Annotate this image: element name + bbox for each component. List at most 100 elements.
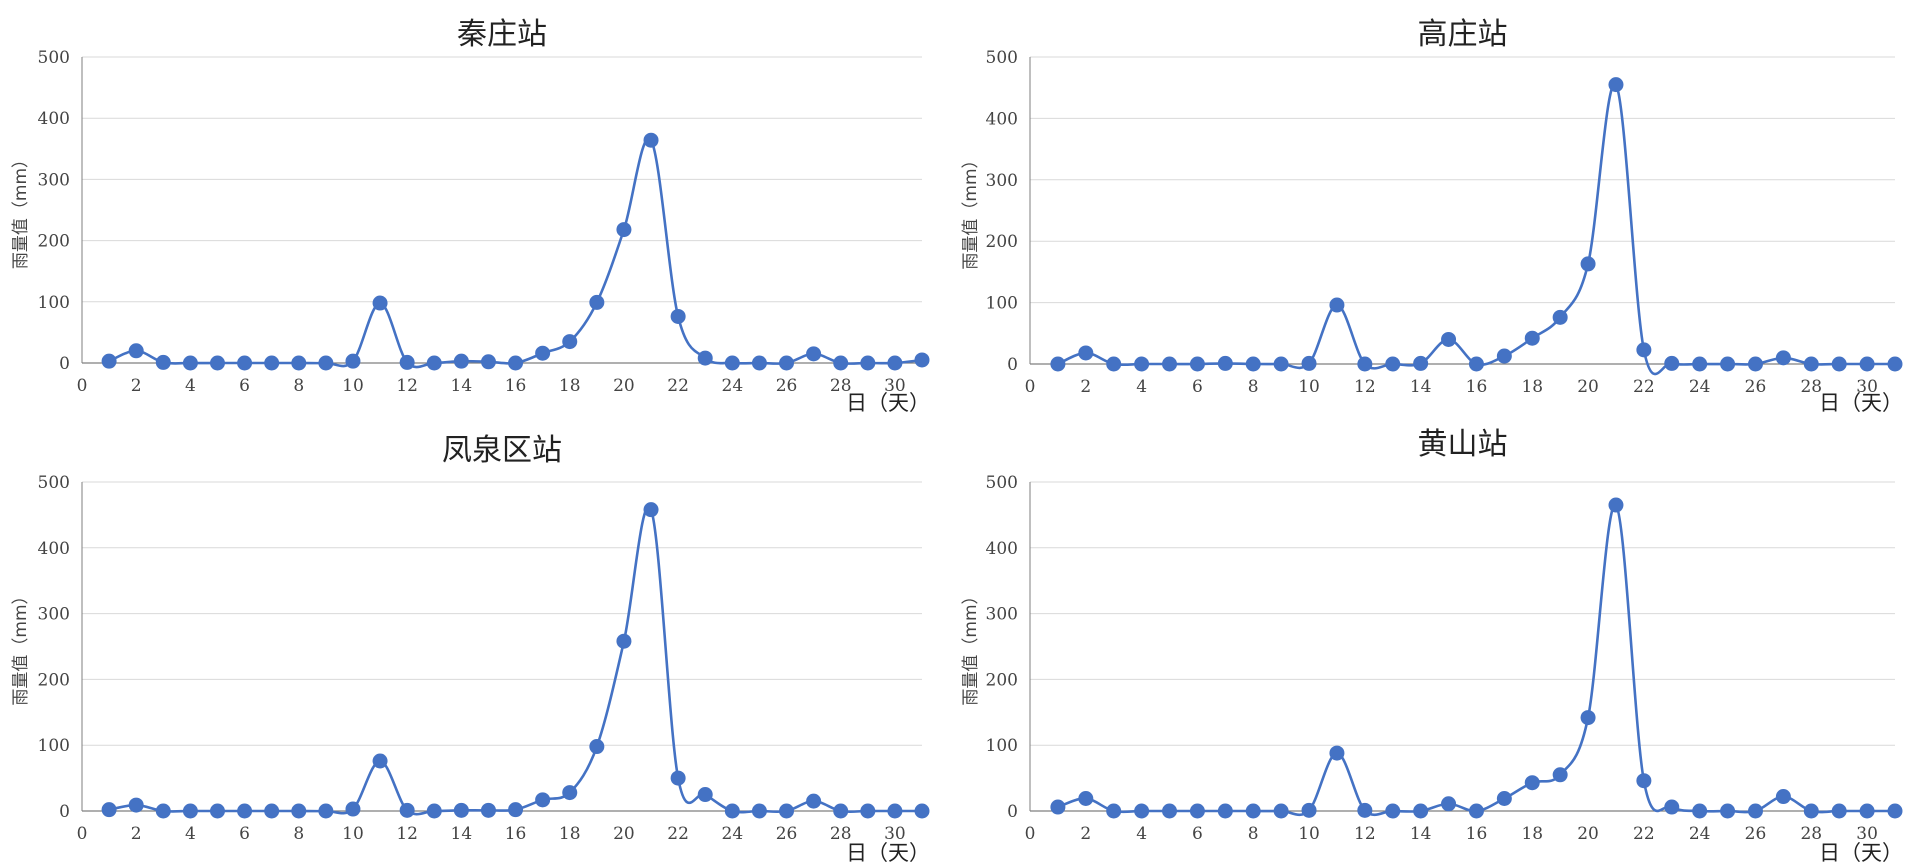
x-tick-label: 0 bbox=[1025, 824, 1036, 844]
y-tick-label: 300 bbox=[38, 605, 70, 625]
data-point-huangshan-day-28 bbox=[1803, 803, 1819, 819]
x-tick-label: 30 bbox=[1856, 377, 1878, 397]
data-point-qinzhuang-day-27 bbox=[806, 346, 822, 362]
y-tick-label: 400 bbox=[986, 109, 1018, 129]
x-axis-label-qinzhuang: 日（天） bbox=[846, 391, 930, 415]
data-point-fengquan-day-7 bbox=[264, 803, 280, 819]
x-tick-label: 30 bbox=[884, 824, 906, 844]
x-tick-label: 4 bbox=[185, 376, 196, 396]
data-point-huangshan-day-1 bbox=[1050, 799, 1066, 815]
x-tick-label: 4 bbox=[1136, 824, 1147, 844]
data-point-fengquan-day-20 bbox=[616, 633, 632, 649]
data-point-gaozhuang-day-4 bbox=[1134, 356, 1150, 372]
data-point-huangshan-day-30 bbox=[1859, 803, 1875, 819]
chart-title-fengquan: 凤泉区站 bbox=[442, 433, 562, 468]
data-point-huangshan-day-5 bbox=[1162, 803, 1178, 819]
data-point-gaozhuang-day-28 bbox=[1803, 356, 1819, 372]
data-point-fengquan-day-12 bbox=[399, 802, 415, 818]
chart-panel-fengquan: 凤泉区站 0 100 200 300 400 500 0 2 4 6 8 10 12 14 16 18 20 22 2… bbox=[0, 430, 930, 865]
series-line-gaozhuang bbox=[1057, 82, 1896, 376]
data-point-fengquan-day-30 bbox=[887, 803, 903, 819]
data-point-fengquan-day-24 bbox=[724, 803, 740, 819]
x-tick-label: 22 bbox=[1633, 377, 1655, 397]
data-point-gaozhuang-day-19 bbox=[1552, 309, 1568, 325]
x-tick-label: 18 bbox=[559, 824, 581, 844]
data-point-qinzhuang-day-5 bbox=[209, 355, 225, 371]
y-tick-label: 400 bbox=[38, 539, 70, 559]
x-tick-label: 10 bbox=[342, 824, 364, 844]
data-point-qinzhuang-day-16 bbox=[508, 355, 524, 371]
data-point-huangshan-day-21 bbox=[1608, 497, 1624, 513]
data-point-fengquan-day-26 bbox=[779, 803, 795, 819]
data-point-qinzhuang-day-4 bbox=[182, 355, 198, 371]
x-tick-label: 22 bbox=[1633, 824, 1655, 844]
x-tick-label: 4 bbox=[1136, 377, 1147, 397]
data-point-qinzhuang-day-19 bbox=[589, 294, 605, 310]
x-tick-label: 26 bbox=[1745, 377, 1767, 397]
x-tick-label: 16 bbox=[1466, 377, 1488, 397]
x-tick-label: 10 bbox=[1298, 824, 1320, 844]
data-point-qinzhuang-day-21 bbox=[643, 132, 659, 148]
chart-title-qinzhuang: 秦庄站 bbox=[457, 17, 547, 52]
data-point-qinzhuang-day-6 bbox=[237, 355, 253, 371]
data-point-gaozhuang-day-16 bbox=[1468, 356, 1484, 372]
series-line-fengquan bbox=[108, 505, 922, 816]
x-tick-label: 10 bbox=[342, 376, 364, 396]
series-line-huangshan bbox=[1057, 503, 1895, 817]
data-point-huangshan-day-3 bbox=[1106, 803, 1122, 819]
data-point-fengquan-day-9 bbox=[318, 803, 334, 819]
x-tick-label: 12 bbox=[1354, 377, 1376, 397]
data-point-gaozhuang-day-1 bbox=[1050, 356, 1066, 372]
x-tick-label: 28 bbox=[830, 376, 852, 396]
data-point-qinzhuang-day-29 bbox=[860, 355, 876, 371]
data-point-qinzhuang-day-18 bbox=[562, 334, 578, 350]
y-axis-label-fengquan: 雨量值（mm） bbox=[11, 587, 31, 705]
x-tick-label: 18 bbox=[1521, 824, 1543, 844]
data-point-fengquan-day-31 bbox=[914, 803, 930, 819]
x-tick-label: 6 bbox=[1192, 377, 1203, 397]
data-point-gaozhuang-day-12 bbox=[1357, 356, 1373, 372]
data-point-huangshan-day-9 bbox=[1273, 803, 1289, 819]
y-tick-label: 100 bbox=[986, 294, 1018, 314]
data-point-gaozhuang-day-14 bbox=[1413, 355, 1429, 371]
data-point-fengquan-day-18 bbox=[562, 785, 578, 801]
x-tick-label: 0 bbox=[77, 376, 88, 396]
data-point-huangshan-day-20 bbox=[1580, 710, 1596, 726]
x-tick-label: 2 bbox=[1080, 824, 1091, 844]
x-tick-label: 26 bbox=[1745, 824, 1767, 844]
data-point-gaozhuang-day-25 bbox=[1720, 356, 1736, 372]
y-tick-label: 500 bbox=[38, 473, 70, 493]
data-point-fengquan-day-21 bbox=[643, 502, 659, 518]
x-tick-label: 24 bbox=[1689, 377, 1711, 397]
y-tick-label: 0 bbox=[1007, 802, 1018, 822]
x-tick-label: 20 bbox=[1577, 824, 1599, 844]
x-tick-label: 8 bbox=[1248, 824, 1259, 844]
data-point-qinzhuang-day-26 bbox=[779, 355, 795, 371]
data-point-huangshan-day-6 bbox=[1189, 803, 1205, 819]
data-point-gaozhuang-day-15 bbox=[1441, 331, 1457, 347]
data-point-qinzhuang-day-11 bbox=[372, 295, 388, 311]
data-point-fengquan-day-2 bbox=[128, 797, 144, 813]
data-point-huangshan-day-11 bbox=[1329, 745, 1345, 761]
data-point-qinzhuang-day-31 bbox=[914, 352, 930, 368]
y-axis-label-qinzhuang: 雨量值（mm） bbox=[11, 151, 31, 269]
x-tick-label: 2 bbox=[1080, 377, 1091, 397]
x-tick-label: 20 bbox=[613, 824, 635, 844]
x-tick-label: 8 bbox=[293, 824, 304, 844]
data-point-fengquan-day-28 bbox=[833, 803, 849, 819]
x-tick-label: 20 bbox=[1577, 377, 1599, 397]
data-point-qinzhuang-day-2 bbox=[128, 343, 144, 359]
data-point-huangshan-day-27 bbox=[1775, 789, 1791, 805]
data-point-fengquan-day-23 bbox=[697, 787, 713, 803]
data-point-qinzhuang-day-1 bbox=[101, 353, 117, 369]
data-point-qinzhuang-day-13 bbox=[426, 355, 442, 371]
x-tick-label: 26 bbox=[776, 376, 798, 396]
y-tick-label: 0 bbox=[1007, 355, 1018, 375]
data-point-fengquan-day-29 bbox=[860, 803, 876, 819]
x-tick-label: 24 bbox=[722, 824, 744, 844]
data-point-qinzhuang-day-8 bbox=[291, 355, 307, 371]
data-point-huangshan-day-29 bbox=[1831, 803, 1847, 819]
x-tick-label: 28 bbox=[1800, 824, 1822, 844]
